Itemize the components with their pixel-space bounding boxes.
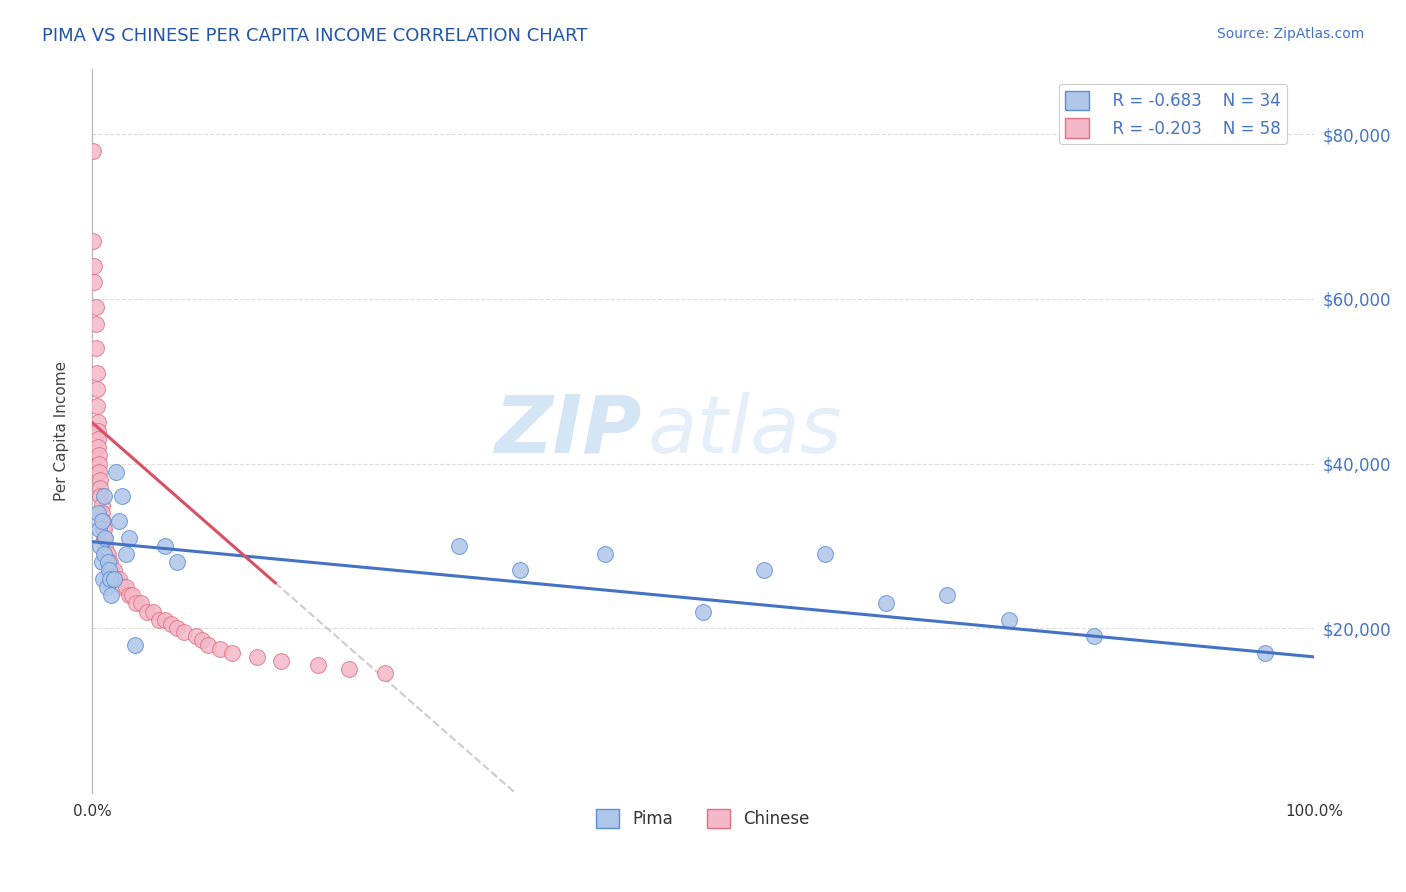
- Point: [246, 649, 269, 664]
- Point: [89, 448, 111, 462]
- Point: [374, 666, 396, 681]
- Point: [93, 547, 115, 561]
- Point: [89, 490, 111, 504]
- Point: [86, 399, 108, 413]
- Point: [98, 555, 121, 569]
- Point: [752, 564, 775, 578]
- Point: [105, 465, 128, 479]
- Point: [91, 572, 114, 586]
- Point: [91, 514, 114, 528]
- Point: [1254, 646, 1277, 660]
- Point: [82, 144, 104, 158]
- Point: [89, 457, 111, 471]
- Point: [129, 596, 152, 610]
- Point: [100, 588, 122, 602]
- Point: [98, 555, 121, 569]
- Point: [209, 641, 232, 656]
- Point: [86, 366, 108, 380]
- Point: [93, 490, 115, 504]
- Text: Per Capita Income: Per Capita Income: [53, 360, 69, 500]
- Point: [115, 547, 138, 561]
- Point: [111, 580, 134, 594]
- Point: [93, 522, 115, 536]
- Text: ZIP: ZIP: [495, 392, 643, 469]
- Point: [87, 424, 110, 438]
- Point: [94, 531, 117, 545]
- Point: [125, 596, 148, 610]
- Point: [87, 440, 110, 454]
- Point: [90, 555, 112, 569]
- Point: [108, 572, 131, 586]
- Point: [96, 547, 118, 561]
- Point: [84, 317, 107, 331]
- Point: [86, 383, 108, 397]
- Point: [997, 613, 1019, 627]
- Point: [221, 646, 243, 660]
- Point: [142, 605, 165, 619]
- Point: [184, 629, 207, 643]
- Point: [166, 555, 188, 569]
- Point: [82, 235, 104, 249]
- Point: [89, 539, 111, 553]
- Point: [103, 572, 125, 586]
- Point: [87, 415, 110, 429]
- Point: [117, 588, 139, 602]
- Point: [91, 522, 114, 536]
- Point: [105, 572, 128, 586]
- Point: [509, 564, 531, 578]
- Point: [160, 617, 183, 632]
- Point: [89, 465, 111, 479]
- Text: PIMA VS CHINESE PER CAPITA INCOME CORRELATION CHART: PIMA VS CHINESE PER CAPITA INCOME CORREL…: [42, 27, 588, 45]
- Point: [97, 555, 120, 569]
- Point: [936, 588, 959, 602]
- Point: [124, 638, 146, 652]
- Point: [135, 605, 157, 619]
- Point: [337, 662, 360, 676]
- Point: [173, 625, 195, 640]
- Point: [814, 547, 837, 561]
- Point: [191, 633, 214, 648]
- Point: [447, 539, 470, 553]
- Point: [90, 514, 112, 528]
- Text: Source: ZipAtlas.com: Source: ZipAtlas.com: [1216, 27, 1364, 41]
- Point: [93, 531, 115, 545]
- Point: [593, 547, 616, 561]
- Point: [875, 596, 897, 610]
- Point: [98, 572, 121, 586]
- Point: [89, 481, 111, 495]
- Point: [84, 341, 107, 355]
- Point: [89, 522, 111, 536]
- Point: [117, 531, 139, 545]
- Point: [148, 613, 170, 627]
- Point: [121, 588, 143, 602]
- Point: [97, 547, 120, 561]
- Point: [90, 498, 112, 512]
- Point: [103, 564, 125, 578]
- Point: [87, 506, 110, 520]
- Point: [89, 473, 111, 487]
- Point: [155, 539, 177, 553]
- Point: [115, 580, 138, 594]
- Point: [87, 432, 110, 446]
- Point: [84, 300, 107, 314]
- Point: [270, 654, 292, 668]
- Point: [83, 259, 105, 273]
- Point: [692, 605, 714, 619]
- Point: [94, 539, 117, 553]
- Point: [1083, 629, 1105, 643]
- Text: atlas: atlas: [648, 392, 842, 469]
- Point: [100, 564, 122, 578]
- Point: [197, 638, 219, 652]
- Point: [155, 613, 177, 627]
- Point: [111, 490, 134, 504]
- Point: [90, 506, 112, 520]
- Point: [83, 276, 105, 290]
- Point: [108, 514, 131, 528]
- Point: [96, 580, 118, 594]
- Point: [166, 621, 188, 635]
- Point: [307, 658, 329, 673]
- Point: [98, 564, 121, 578]
- Legend: Pima, Chinese: Pima, Chinese: [589, 803, 817, 835]
